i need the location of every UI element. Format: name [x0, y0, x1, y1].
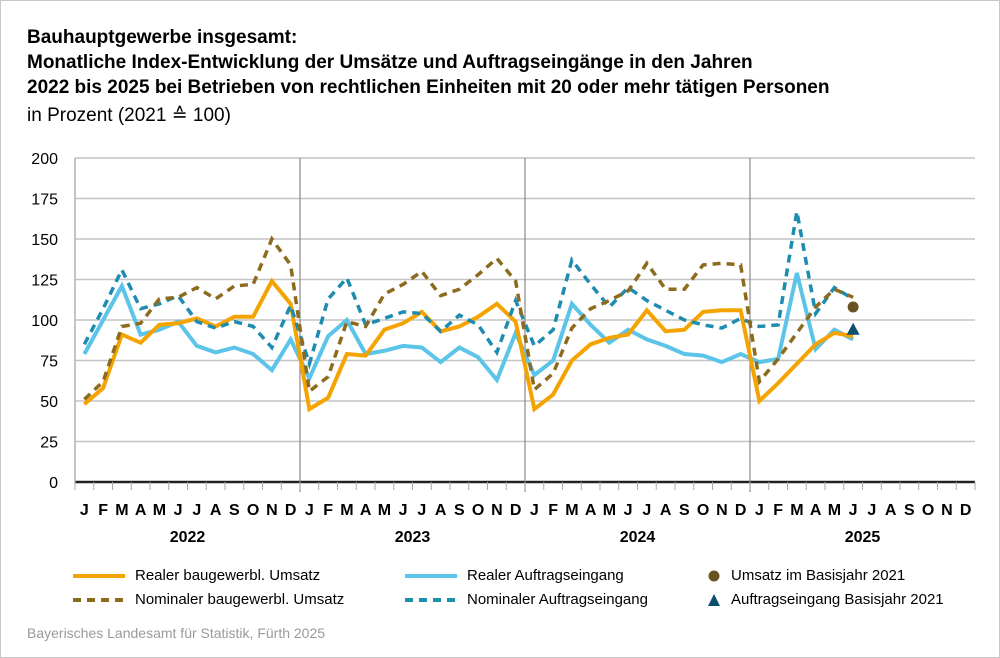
- legend-item: Realer baugewerbl. Umsatz: [73, 567, 320, 584]
- month-label: S: [229, 502, 240, 519]
- month-label: M: [565, 502, 578, 519]
- marker-auftragseingang-basisjahr: [846, 322, 860, 335]
- legend-label: Auftragseingang Basisjahr 2021: [731, 591, 944, 608]
- legend-item: Auftragseingang Basisjahr 2021: [707, 591, 944, 608]
- y-tick-label: 150: [31, 232, 58, 249]
- legend-triangle-icon: [708, 593, 720, 606]
- month-label: A: [810, 502, 822, 519]
- year-label: 2025: [845, 529, 881, 546]
- legend-swatch: [405, 597, 457, 602]
- series-line-realer-auftragseingang: [82, 272, 855, 384]
- series-line-nominaler-baugewerbl-umsatz: [83, 235, 854, 401]
- year-label: 2022: [170, 529, 206, 546]
- legend-item: Nominaler Auftragseingang: [405, 591, 648, 608]
- month-label: M: [790, 502, 803, 519]
- month-label: S: [679, 502, 690, 519]
- month-label: N: [941, 502, 953, 519]
- y-tick-label: 75: [40, 354, 58, 371]
- legend-swatch: [73, 597, 125, 602]
- legend-swatch: [405, 573, 457, 578]
- month-label: S: [454, 502, 465, 519]
- month-label: N: [716, 502, 728, 519]
- month-label: F: [98, 502, 108, 519]
- month-label: A: [585, 502, 597, 519]
- legend-swatch: [73, 573, 125, 578]
- month-label: J: [755, 502, 764, 519]
- legend-item: Nominaler baugewerbl. Umsatz: [73, 591, 344, 608]
- y-tick-label: 25: [40, 435, 58, 452]
- legend-item: Umsatz im Basisjahr 2021: [707, 567, 905, 584]
- title-line-2: Monatliche Index-Entwicklung der Umsätze…: [27, 52, 753, 73]
- month-label: A: [435, 502, 447, 519]
- month-label: M: [340, 502, 353, 519]
- year-label: 2023: [395, 529, 431, 546]
- legend-item: Realer Auftragseingang: [405, 567, 624, 584]
- month-label: M: [603, 502, 616, 519]
- y-tick-label: 125: [31, 273, 58, 290]
- month-label: D: [735, 502, 747, 519]
- month-label: D: [510, 502, 522, 519]
- month-label: N: [266, 502, 278, 519]
- title-line-3: 2022 bis 2025 bei Betrieben von rechtlic…: [27, 77, 830, 98]
- y-tick-label: 200: [31, 151, 58, 168]
- legend-label: Nominaler Auftragseingang: [467, 591, 648, 608]
- month-label: D: [960, 502, 972, 519]
- month-label: J: [642, 502, 651, 519]
- month-label: J: [849, 502, 858, 519]
- month-label: J: [530, 502, 539, 519]
- month-label: F: [773, 502, 783, 519]
- month-label: M: [828, 502, 841, 519]
- month-label: O: [697, 502, 709, 519]
- y-tick-label: 0: [49, 475, 58, 492]
- month-label: O: [247, 502, 259, 519]
- month-label: M: [115, 502, 128, 519]
- legend-circle-icon: [708, 570, 720, 581]
- month-label: F: [323, 502, 333, 519]
- month-label: A: [360, 502, 372, 519]
- legend-label: Realer Auftragseingang: [467, 567, 624, 584]
- month-label: M: [153, 502, 166, 519]
- month-label: A: [660, 502, 672, 519]
- title-line-1: Bauhauptgewerbe insgesamt:: [27, 27, 298, 48]
- month-label: A: [885, 502, 897, 519]
- subtitle: in Prozent (2021 ≙ 100): [27, 105, 231, 126]
- month-label: O: [922, 502, 934, 519]
- month-label: J: [305, 502, 314, 519]
- series-line-nominaler-auftragseingang: [82, 211, 855, 370]
- legend-label: Nominaler baugewerbl. Umsatz: [135, 591, 345, 608]
- month-label: A: [210, 502, 222, 519]
- month-label: J: [192, 502, 201, 519]
- y-tick-label: 175: [31, 192, 58, 209]
- month-label: J: [624, 502, 633, 519]
- month-label: F: [548, 502, 558, 519]
- legend-label: Realer baugewerbl. Umsatz: [135, 567, 321, 584]
- legend-label: Umsatz im Basisjahr 2021: [731, 567, 906, 584]
- month-label: J: [399, 502, 408, 519]
- month-label: J: [417, 502, 426, 519]
- source-note: Bayerisches Landesamt für Statistik, Für…: [27, 625, 326, 641]
- month-label: A: [135, 502, 147, 519]
- year-label: 2024: [620, 529, 656, 546]
- month-label: O: [472, 502, 484, 519]
- month-label: M: [378, 502, 391, 519]
- month-label: J: [80, 502, 89, 519]
- month-label: J: [174, 502, 183, 519]
- month-label: J: [867, 502, 876, 519]
- y-tick-label: 100: [31, 313, 58, 330]
- month-label: N: [491, 502, 503, 519]
- marker-umsatz-basisjahr: [847, 301, 859, 313]
- y-tick-label: 50: [40, 394, 58, 411]
- month-label: S: [904, 502, 915, 519]
- month-label: D: [285, 502, 297, 519]
